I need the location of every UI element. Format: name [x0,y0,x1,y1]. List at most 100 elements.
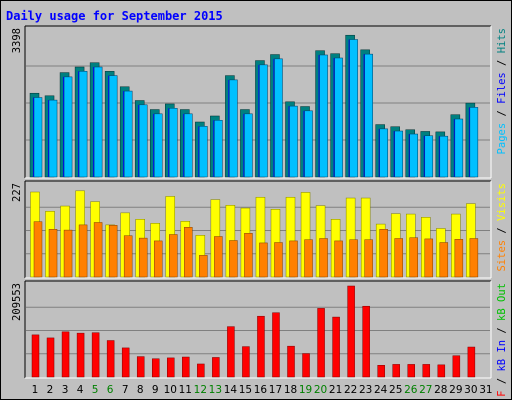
bar-kbf-day-15 [242,346,250,378]
panel-hits-max-label: 3398 [11,28,23,53]
bar-pages-day-15 [244,113,253,178]
bar-pages-day-18 [289,105,298,178]
x-label-day-18: 18 [284,384,297,396]
panel-hits: 3398 Pages / Files / Hits [11,25,508,179]
x-label-day-15: 15 [239,384,252,396]
bar-sites-day-8 [138,237,148,278]
bar-sites-day-15 [244,233,253,278]
x-label-day-17: 17 [269,384,282,396]
x-label-day-29: 29 [449,384,462,396]
bar-sites-day-19 [304,239,313,278]
legend-hits-segment: / [496,104,508,123]
x-label-day-10: 10 [164,384,177,396]
bar-pages-day-16 [259,64,268,178]
x-label-day-8: 8 [137,384,144,396]
bar-kbf-day-14 [227,326,235,378]
bar-pages-day-29 [454,118,464,178]
bar-pages-day-12 [199,126,208,178]
legend-visits-segment: / [496,221,508,240]
x-label-day-26: 26 [404,384,418,396]
bar-pages-day-30 [469,107,479,178]
bar-pages-day-3 [63,76,73,178]
bar-kbf-day-5 [91,332,100,378]
x-label-day-12: 12 [194,384,207,396]
bar-kbf-day-4 [76,332,85,378]
bar-sites-day-10 [169,234,178,278]
bar-pages-day-17 [274,58,283,178]
x-label-day-27: 27 [419,384,432,396]
bar-pages-day-14 [229,79,238,178]
bar-kbf-day-20 [317,308,325,378]
bar-kbf-day-25 [392,364,400,378]
bar-kbf-day-27 [422,364,431,378]
bar-kbf-day-28 [437,364,446,378]
x-label-day-30: 30 [464,384,477,396]
bar-kbf-day-29 [452,355,461,378]
bar-sites-day-1 [33,221,43,278]
x-label-day-6: 6 [107,384,114,396]
legend-hits-segment: Files [496,72,508,104]
x-label-day-23: 23 [359,384,372,396]
bar-kbf-day-16 [257,315,265,378]
legend-kbytes-segment: / [496,321,508,340]
bar-pages-day-5 [93,66,103,178]
bar-pages-day-27 [424,135,434,178]
x-label-day-25: 25 [389,384,402,396]
bar-kbf-day-12 [197,363,205,378]
legend-kbytes-segment: kB In [496,340,508,372]
bar-sites-day-30 [469,238,479,278]
bar-kbf-day-3 [61,331,70,378]
bar-kbf-day-17 [272,312,280,378]
bar-sites-day-3 [63,229,73,278]
bar-pages-day-22 [349,39,358,178]
bar-kbf-day-1 [31,334,40,378]
x-label-day-28: 28 [434,384,447,396]
bar-sites-day-7 [123,235,133,278]
bar-pages-day-7 [123,90,133,178]
panel-kbytes-legend: kB F / kB In / kB Out [496,283,508,401]
x-axis-labels: 1 2 3 4 5 6 7 8 9 10 11 12 13 14 15 16 17 18 19 20 21 22 23 24 2… [32,384,493,396]
legend-hits-segment: / [496,53,508,72]
bar-sites-day-25 [394,238,403,278]
bar-kbf-day-13 [212,357,220,378]
x-label-day-24: 24 [374,384,388,396]
panel-visits: 227 Sites / Visits [11,180,508,279]
x-label-day-20: 20 [314,384,327,396]
bar-sites-day-24 [379,229,388,278]
bar-sites-day-23 [364,239,373,278]
bar-pages-day-25 [394,130,403,178]
bar-pages-day-8 [138,104,148,178]
panel-kbytes: 209553 kB F / kB In / kB Out [11,280,508,401]
bar-sites-day-18 [289,240,298,278]
bar-kbf-day-19 [302,353,310,378]
bar-pages-day-9 [153,113,163,178]
panel-kbytes-max-label: 209553 [11,283,23,321]
legend-hits-segment: Pages [496,123,508,155]
bar-kbf-day-11 [182,356,190,378]
legend-visits-segment: Sites [496,240,508,272]
bar-pages-day-4 [78,71,88,178]
bar-sites-day-4 [78,224,88,278]
bar-kbf-day-2 [46,337,55,378]
bar-kbf-day-9 [151,358,160,378]
bar-sites-day-26 [409,237,418,278]
bar-sites-day-17 [274,242,283,278]
x-label-day-2: 2 [47,384,54,396]
bar-kbf-day-22 [347,285,355,378]
bar-kbf-day-10 [167,357,175,378]
bar-sites-day-2 [48,229,58,278]
bar-pages-day-11 [184,113,193,178]
bar-kbf-day-23 [362,305,370,378]
x-label-day-14: 14 [224,384,238,396]
bar-pages-day-26 [409,133,418,178]
bar-kbf-day-30 [467,346,476,378]
x-label-day-11: 11 [179,384,192,396]
bar-sites-day-21 [334,240,343,278]
x-label-day-22: 22 [344,384,357,396]
chart-title: Daily usage for September 2015 [6,9,223,23]
x-label-day-1: 1 [32,384,39,396]
bar-sites-day-11 [184,227,193,278]
x-label-day-13: 13 [209,384,222,396]
